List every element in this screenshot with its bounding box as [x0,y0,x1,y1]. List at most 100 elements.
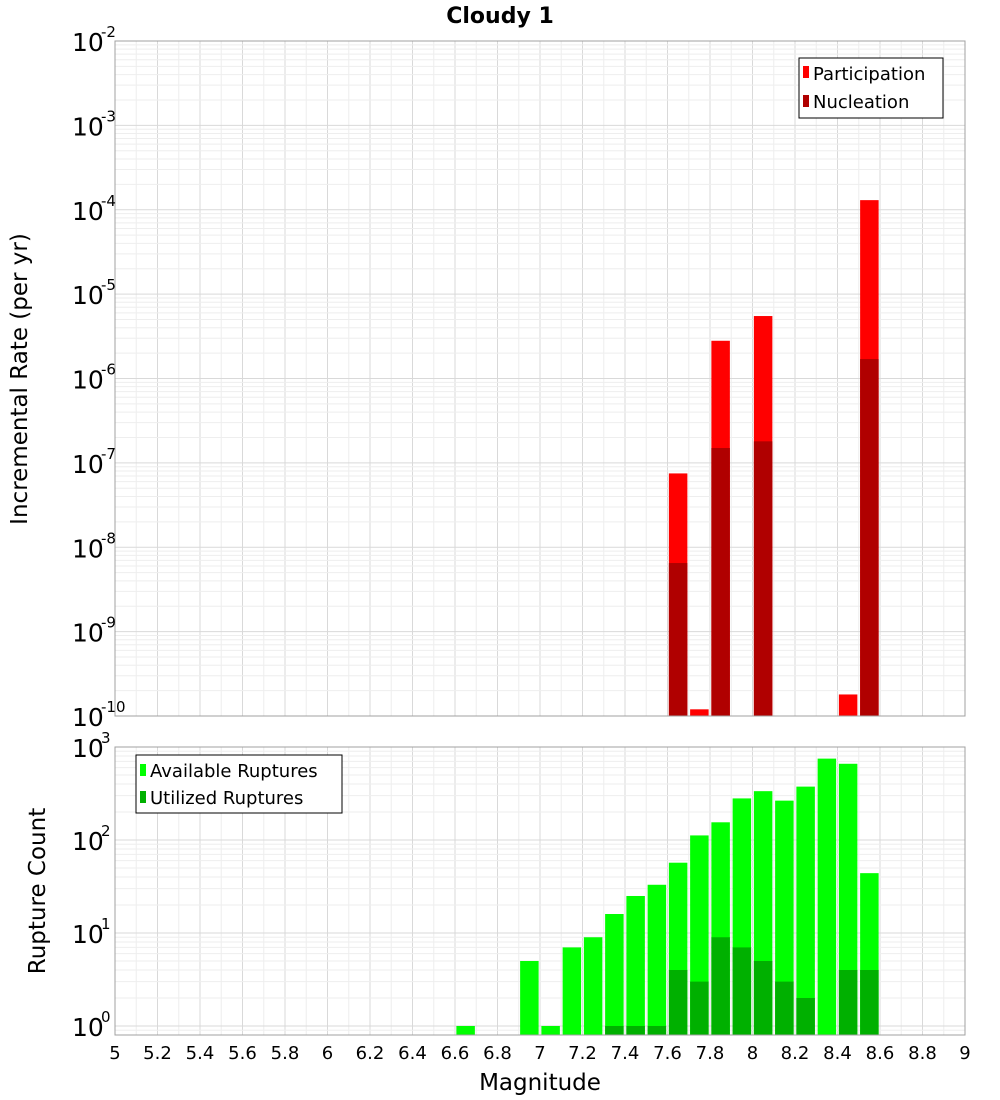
x-tick-label: 7.6 [653,1043,682,1064]
bottom-y-tick-base: 10 [72,920,104,949]
bottom-y-tick-exponent: 1 [101,915,111,933]
x-tick-label: 6 [322,1043,333,1064]
top-y-tick: 10-4 [72,192,116,226]
x-tick-label: 6.6 [441,1043,470,1064]
top-legend-box [798,57,944,119]
x-tick-label: 7.4 [611,1043,640,1064]
top-y-tick-exponent: -8 [101,529,116,547]
bottom-y-tick: 101 [72,915,111,949]
top-y-tick-exponent: -9 [101,614,116,632]
legend-label-nucleation: Nucleation [813,92,909,113]
x-tick-label: 5.2 [143,1043,172,1064]
x-tick-label: 8.4 [823,1043,852,1064]
top-y-tick-base: 10 [72,450,104,479]
bottom-bar-available-ruptures [775,800,794,1035]
bottom-bar-utilized-ruptures [711,937,730,1035]
top-bars [668,200,879,716]
bottom-bar-utilized-ruptures [838,969,858,1035]
x-tick-label: 9 [959,1043,970,1064]
top-y-tick: 10-10 [72,698,126,732]
bottom-y-tick-base: 10 [72,734,104,763]
top-bar-participation [838,694,858,716]
x-tick-label: 8.8 [908,1043,937,1064]
x-tick-label: 8.2 [781,1043,810,1064]
bottom-bar-utilized-ruptures [668,969,688,1035]
top-y-tick-base: 10 [72,197,104,226]
top-bar-participation [690,709,709,716]
x-tick-label: 7.2 [568,1043,597,1064]
x-tick-label: 5.8 [271,1043,300,1064]
bottom-bar-utilized-ruptures [753,960,773,1035]
bottom-legend: Available Ruptures Utilized Ruptures [135,754,343,814]
top-bar-nucleation [711,448,730,716]
x-tick-label: 5 [109,1043,120,1064]
top-y-tick-exponent: -5 [101,276,116,294]
bottom-bar-available-ruptures [520,960,539,1035]
bottom-bar-available-ruptures [817,758,837,1035]
bottom-bar-utilized-ruptures [690,981,709,1035]
bottom-y-tick: 103 [72,729,111,763]
top-y-tick-exponent: -7 [101,445,116,463]
bottom-y-tick-exponent: 3 [101,729,111,747]
bottom-y-tick: 100 [72,1008,111,1042]
top-y-tick-base: 10 [72,703,104,732]
legend-swatch-participation [803,66,809,78]
bottom-bar-available-ruptures [456,1025,475,1035]
top-legend: Participation Nucleation [798,57,944,119]
bottom-bar-utilized-ruptures [860,969,879,1035]
x-tick-label: 5.4 [186,1043,215,1064]
chart-title: Cloudy 1 [446,4,554,29]
top-y-tick: 10-5 [72,276,116,310]
bottom-y-tick-exponent: 0 [101,1008,111,1026]
bottom-plot-frame [114,746,966,1036]
x-tick-label: 5.6 [228,1043,257,1064]
x-tick-label: 7 [534,1043,545,1064]
x-tick-label: 7.8 [696,1043,725,1064]
bottom-bar-utilized-ruptures [626,1025,645,1035]
x-tick-label: 8 [747,1043,758,1064]
bottom-y-axis-label: Rupture Count [25,808,51,974]
top-y-tick-base: 10 [72,619,104,648]
top-y-tick: 10-2 [72,23,116,57]
x-tick-label: 6.8 [483,1043,512,1064]
top-y-tick-labels: 10-210-310-410-510-610-710-810-910-10 [72,23,126,732]
top-y-tick: 10-8 [72,529,116,563]
bottom-bar-available-ruptures [796,786,815,1035]
top-y-tick-base: 10 [72,281,104,310]
top-y-tick-exponent: -4 [101,192,116,210]
bottom-bar-utilized-ruptures [796,997,815,1035]
legend-swatch-nucleation [803,95,809,107]
top-y-tick-exponent: -3 [101,107,116,125]
bottom-bar-utilized-ruptures [647,1025,667,1035]
top-y-tick-exponent: -10 [101,698,126,716]
bottom-y-tick-exponent: 2 [101,822,111,840]
legend-label-participation: Participation [813,64,925,85]
top-y-tick-exponent: -2 [101,23,116,41]
bottom-y-tick-base: 10 [72,1013,104,1042]
x-axis-label: Magnitude [479,1070,601,1096]
top-grid [114,41,966,717]
top-bar-nucleation [753,441,773,716]
bottom-bar-available-ruptures [562,947,582,1035]
legend-label-available: Available Ruptures [150,761,318,782]
x-tick-labels: 5 5.2 5.4 5.6 5.8 6 6.2 6.4 6.6 6.8 7 7.2 7.4 7.6 7.8 8… [109,1043,970,1064]
bottom-bar-available-ruptures [583,937,603,1035]
bottom-legend-box [135,754,343,814]
bottom-y-tick: 102 [72,822,111,856]
top-y-tick: 10-6 [72,361,116,395]
legend-swatch-utilized [140,791,146,803]
legend-label-utilized: Utilized Ruptures [150,788,303,809]
x-tick-label: 8.6 [866,1043,895,1064]
bottom-bar-utilized-ruptures [732,947,752,1035]
top-plot-frame [114,40,966,717]
top-y-tick-base: 10 [72,534,104,563]
top-y-tick: 10-3 [72,107,116,141]
top-y-axis-label: Incremental Rate (per yr) [7,233,33,525]
bottom-bar-available-ruptures [541,1025,560,1035]
bottom-bar-utilized-ruptures [775,981,794,1035]
bottom-bars [456,758,879,1035]
top-bar-nucleation [860,359,879,716]
bottom-bar-available-ruptures [626,895,645,1035]
